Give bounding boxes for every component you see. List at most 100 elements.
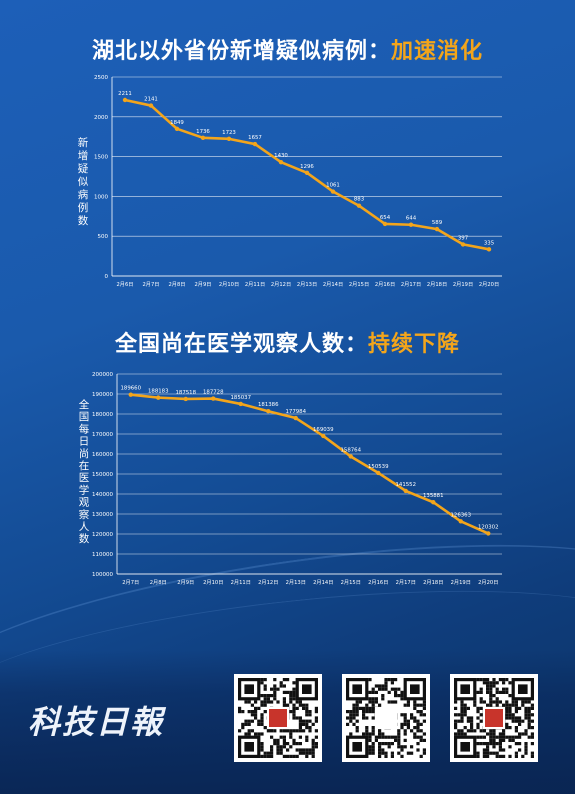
data-point (238, 401, 243, 407)
data-point (183, 396, 188, 402)
y-tick-label: 2000 (94, 115, 108, 121)
data-point (330, 189, 336, 194)
data-label: 120302 (478, 524, 499, 530)
x-tick-label: 2月9日 (177, 579, 194, 586)
qr-pattern (238, 678, 318, 758)
data-label: 135881 (423, 493, 444, 499)
y-axis-label: 数 (79, 532, 90, 545)
data-point (434, 226, 440, 232)
x-tick-label: 2月11日 (245, 281, 265, 288)
keji-ribao-logo: 科技日報 (28, 703, 165, 741)
x-tick-label: 2月20日 (478, 579, 498, 586)
y-axis-label: 国 (79, 411, 90, 423)
y-tick-label: 110000 (92, 552, 113, 558)
data-point (148, 103, 154, 108)
chart2-title-main: 全国尚在医学观察人数： (114, 332, 368, 357)
data-label: 185037 (230, 395, 251, 401)
qr-pattern (454, 678, 534, 758)
data-point (174, 126, 180, 132)
data-point (486, 531, 491, 536)
data-label: 2141 (144, 97, 158, 103)
y-axis-label: 例 (78, 201, 89, 214)
y-tick-label: 180000 (92, 412, 113, 418)
data-point (252, 141, 258, 147)
data-point (460, 242, 466, 247)
chart-1: 0 500 1000 1500 2000 2500 2月6日 2月7日 2月8日 2月9日 2月10… (78, 75, 502, 288)
y-axis-label: 新 (78, 136, 89, 149)
data-point (321, 433, 326, 439)
data-label: 189660 (120, 386, 141, 392)
data-point (128, 392, 133, 397)
data-label: 2211 (118, 91, 132, 97)
data-label: 181386 (258, 402, 279, 408)
x-tick-label: 2月12日 (258, 579, 278, 586)
x-tick-label: 2月10日 (219, 281, 239, 288)
data-point (486, 247, 492, 252)
y-axis-label: 人 (79, 521, 90, 533)
chart-2: 100000 110000 120000 130000 140000 150000 1600… (79, 372, 502, 586)
data-label: 1849 (170, 120, 184, 126)
data-label: 169039 (313, 427, 334, 433)
y-tick-label: 130000 (92, 512, 113, 518)
data-point (278, 159, 284, 165)
x-tick-label: 2月17日 (396, 579, 416, 586)
y-axis-label: 观 (79, 497, 90, 509)
data-point (211, 396, 216, 401)
data-label: 1657 (248, 135, 262, 141)
x-tick-label: 2月8日 (150, 579, 167, 586)
y-axis-label: 增 (78, 149, 89, 162)
charts-canvas: 0 500 1000 1500 2000 2500 2月6日 2月7日 2月8日 2月9日 2月10… (78, 75, 502, 586)
data-point (348, 454, 353, 459)
qr-pattern (346, 678, 426, 758)
data-label: 1296 (300, 164, 314, 170)
x-tick-label: 2月18日 (423, 579, 443, 586)
y-tick-label: 0 (105, 274, 109, 280)
x-tick-label: 2月8日 (169, 281, 186, 288)
y-tick-label: 170000 (92, 432, 113, 438)
chart1-title-accent: 加速消化 (391, 39, 484, 64)
x-tick-label: 2月6日 (117, 281, 134, 288)
x-tick-label: 2月20日 (479, 281, 499, 288)
data-point (122, 97, 128, 103)
data-point (382, 221, 388, 227)
y-axis-label: 全 (79, 398, 90, 411)
y-tick-label: 140000 (92, 492, 113, 498)
data-label: 1430 (274, 153, 288, 159)
qr-code-3 (450, 674, 538, 762)
chart1-title-main: 湖北以外省份新增疑似病例： (91, 39, 391, 64)
x-tick-label: 2月13日 (297, 281, 317, 288)
y-axis-label: 数 (78, 214, 89, 227)
y-axis-label: 每 (79, 422, 90, 435)
y-tick-label: 200000 (92, 372, 113, 378)
y-tick-label: 1000 (94, 194, 108, 200)
x-tick-label: 2月15日 (341, 579, 361, 586)
y-tick-label: 2500 (94, 75, 108, 81)
data-point (356, 203, 362, 208)
data-label: 654 (380, 215, 391, 221)
y-axis-label: 尚 (79, 447, 90, 460)
x-tick-label: 2月19日 (451, 579, 471, 586)
y-tick-label: 100000 (92, 572, 113, 578)
data-label: 1736 (196, 129, 210, 135)
data-point (293, 415, 298, 421)
chart2-title-accent: 持续下降 (368, 332, 461, 357)
data-label: 141552 (395, 482, 416, 488)
data-point (156, 395, 161, 400)
y-axis-label: 在 (79, 460, 90, 472)
x-tick-label: 2月18日 (427, 281, 447, 288)
data-point (408, 222, 414, 227)
data-point (200, 135, 206, 141)
chart2-title: 全国尚在医学观察人数：持续下降 (0, 326, 575, 358)
x-tick-label: 2月9日 (195, 281, 212, 288)
x-tick-label: 2月17日 (401, 281, 421, 288)
series-line (130, 393, 489, 535)
data-point (376, 470, 381, 476)
x-tick-label: 2月12日 (271, 281, 291, 288)
x-tick-label: 2月15日 (349, 281, 369, 288)
chart1-title: 湖北以外省份新增疑似病例：加速消化 (0, 33, 575, 65)
y-axis-label: 日 (79, 436, 90, 448)
qr-code-1 (234, 674, 322, 762)
data-label: 126363 (450, 512, 471, 518)
data-label: 335 (484, 240, 494, 246)
x-tick-label: 2月16日 (375, 281, 395, 288)
